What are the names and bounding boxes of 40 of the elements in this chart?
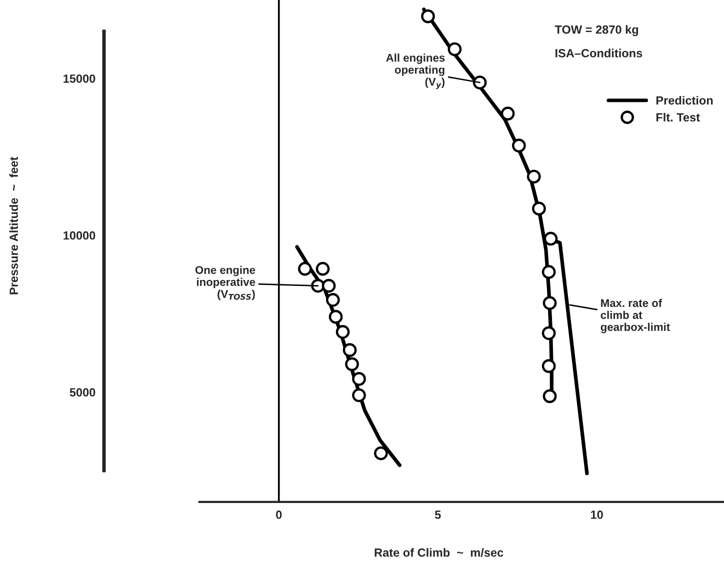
point — [542, 296, 557, 310]
x-tick-label: 10 — [591, 510, 603, 519]
point — [374, 446, 388, 460]
point — [544, 232, 558, 246]
point — [322, 278, 336, 293]
point — [345, 357, 359, 372]
annotation: One engine inoperative (V$_{TOSS}$) — [195, 266, 256, 300]
x-tick-label: 0 — [276, 510, 282, 519]
point — [448, 42, 462, 56]
point — [328, 310, 343, 324]
point — [500, 106, 515, 120]
point — [542, 265, 556, 279]
point — [421, 9, 435, 24]
annotation: TOW = 2870 kg — [554, 25, 638, 36]
legend-label: Prediction — [656, 96, 713, 105]
y-axis-title: Pressure Altitude ~ feet — [9, 156, 18, 294]
point — [326, 292, 340, 307]
point — [298, 262, 312, 276]
point — [542, 359, 556, 373]
line-series — [295, 245, 402, 468]
annotation: Max. rate of climb at gearbox-limit — [600, 298, 670, 334]
point — [352, 372, 366, 386]
point — [512, 138, 526, 152]
y-tick-label: 10000 — [64, 231, 96, 240]
point — [316, 262, 330, 276]
y-tick-label: 5000 — [70, 388, 96, 397]
annotation: ISA–Conditions — [556, 48, 642, 58]
point — [342, 343, 357, 357]
point — [542, 389, 557, 404]
x-tick-label: 5 — [434, 510, 441, 519]
annotation: All engines operating (V$_{y}$) — [386, 54, 445, 90]
point — [352, 388, 366, 402]
point — [472, 76, 487, 90]
point — [526, 170, 541, 184]
y-tick-label: 15000 — [64, 74, 96, 83]
point — [532, 202, 546, 216]
point — [336, 324, 350, 339]
point — [542, 326, 556, 340]
legend-label: Flt. Test — [656, 112, 700, 122]
x-axis-title: Rate of Climb ~ m/sec — [374, 548, 504, 557]
